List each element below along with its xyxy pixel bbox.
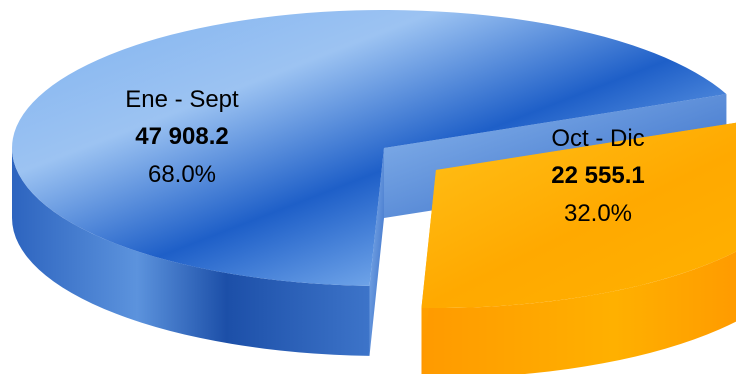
pie-slice-side-oct-dic <box>421 251 736 374</box>
slice-value-ene-sept: 47 908.2 <box>135 123 228 150</box>
pie-slice-side-ene-sept <box>12 148 370 356</box>
slice-percent-ene-sept: 68.0% <box>148 161 216 188</box>
labels-layer: Ene - Sept 47 908.2 68.0% Oct - Dic 22 5… <box>125 86 644 227</box>
slices-layer <box>12 10 736 374</box>
slice-value-oct-dic: 22 555.1 <box>551 162 644 189</box>
slice-label-ene-sept: Ene - Sept <box>125 86 239 113</box>
pie-slice-oct-dic <box>421 122 736 308</box>
slice-label-oct-dic: Oct - Dic <box>551 125 644 152</box>
pie-slice-wall-ene-sept-0 <box>369 148 384 356</box>
pie-slice-ene-sept <box>12 10 727 286</box>
slice-percent-oct-dic: 32.0% <box>564 200 632 227</box>
